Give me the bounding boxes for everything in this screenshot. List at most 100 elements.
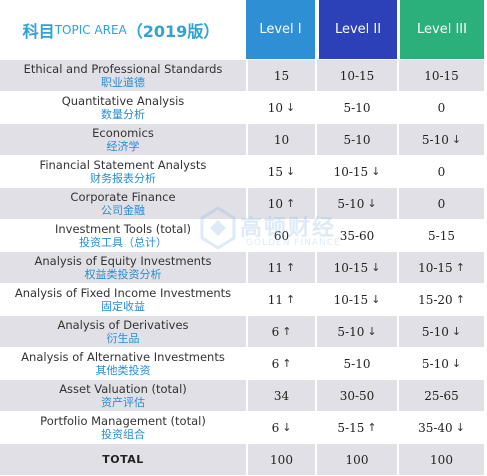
level-1-weight: 15 ↓ [248, 156, 315, 187]
topic-name-zh: 权益类投资分析 [84, 267, 162, 281]
topic-name-zh: 衍生品 [106, 331, 140, 345]
topic-cell: Analysis of Equity Investments 权益类投资分析 [0, 252, 246, 283]
level-3-weight: 0 [399, 188, 484, 219]
level-2-weight: 5-10 [317, 124, 397, 155]
weight-value: 5-10 [337, 324, 365, 339]
level-3-header: Level III [400, 0, 484, 59]
arrow-up-icon: ↑ [286, 293, 296, 306]
topic-name-zh: 投资工具（总计） [79, 235, 167, 249]
arrow-up-icon: ↑ [286, 261, 296, 274]
total-label-cell: TOTAL [0, 444, 246, 475]
topic-cell: Analysis of Derivatives 衍生品 [0, 316, 246, 347]
level-2-weight: 10-15 ↓ [317, 252, 397, 283]
arrow-down-icon: ↓ [451, 133, 462, 146]
table-row: Analysis of Equity Investments 权益类投资分析 11 ↑… [0, 252, 487, 284]
table-row: Corporate Finance 公司金融 10 ↑ 5-10 ↓ 0 [0, 188, 487, 220]
table-row: Analysis of Fixed Income Investments 固定收益… [0, 284, 487, 316]
topic-name-en: Investment Tools (total) [54, 221, 192, 236]
weight-value: 10 [267, 100, 284, 115]
topic-cell: Analysis of Fixed Income Investments 固定收益 [0, 284, 246, 315]
topic-name-en: Quantitative Analysis [61, 93, 185, 108]
table-row: Financial Statement Analysts 财务报表分析 15 ↓ 10-… [0, 156, 487, 188]
level-3-weight: 10-15 [399, 60, 484, 91]
level-2-weight: 30-50 [317, 380, 397, 411]
level-1-total: 100 [248, 444, 315, 475]
weight-value: 10-15 [333, 164, 369, 179]
weight-value: 10-15 [339, 68, 375, 83]
table-row: Portfolio Management (total) 投资组合 6 ↓ 5-15 ↑ 3… [0, 412, 487, 444]
table-row: Analysis of Derivatives 衍生品 6 ↑ 5-10 ↓ 5-10 ↓ [0, 316, 487, 348]
weight-value: 10-15 [333, 260, 369, 275]
weight-value: 5-10 [421, 132, 449, 147]
arrow-up-icon: ↑ [455, 293, 465, 306]
topic-name-en: Analysis of Equity Investments [34, 253, 212, 268]
weight-value: 10-15 [424, 68, 459, 83]
level-2-weight: 5-10 [317, 92, 397, 123]
weight-value: 15 [273, 68, 290, 83]
topic-name-zh: 财务报表分析 [90, 171, 156, 185]
arrow-down-icon: ↓ [282, 421, 292, 434]
level-3-total: 100 [399, 444, 484, 475]
topic-name-zh: 投资组合 [101, 427, 145, 441]
level-1-weight: 10 [248, 124, 315, 155]
topic-cell: Economics 经济学 [0, 124, 246, 155]
weight-value: 6 [271, 324, 280, 339]
topic-cell: Financial Statement Analysts 财务报表分析 [0, 156, 246, 187]
weight-value: 0 [437, 100, 446, 115]
arrow-up-icon: ↑ [367, 421, 377, 434]
level-1-weight: 10 ↓ [248, 92, 315, 123]
arrow-down-icon: ↓ [451, 357, 462, 370]
weight-value: 10-15 [418, 260, 453, 275]
topic-name-zh: 公司金融 [101, 203, 145, 217]
weight-value: 10-15 [333, 292, 369, 307]
weight-value: 6 [271, 356, 280, 371]
total-value: 100 [430, 452, 453, 467]
table-row: Analysis of Alternative Investments 其他类投资… [0, 348, 487, 380]
topic-name-en: Financial Statement Analysts [39, 157, 207, 172]
level-2-weight: 5-15 ↑ [317, 412, 397, 443]
arrow-down-icon: ↓ [455, 421, 465, 434]
arrow-down-icon: ↓ [286, 165, 296, 178]
weight-value: 10 [273, 132, 290, 147]
topic-header-zh: 科目 [22, 21, 55, 41]
topic-cell: Ethical and Professional Standards 职业道德 [0, 60, 246, 91]
weight-value: 5-10 [337, 196, 365, 211]
table-row: Economics 经济学 10 5-10 5-10 ↓ [0, 124, 487, 156]
topic-name-en: Ethical and Professional Standards [23, 61, 223, 76]
topic-name-en: Analysis of Fixed Income Investments [14, 285, 232, 300]
arrow-down-icon: ↓ [371, 165, 381, 178]
level-2-weight: 10-15 [317, 60, 397, 91]
level-3-weight: 5-10 ↓ [399, 124, 484, 155]
weight-value: 35-60 [339, 228, 375, 243]
topic-name-en: Analysis of Derivatives [57, 317, 189, 332]
level-1-weight: 6 ↓ [248, 412, 315, 443]
level-2-header: Level II [319, 0, 397, 59]
weight-value: 5-10 [343, 356, 371, 371]
topic-name-zh: 资产评估 [101, 395, 145, 409]
total-row: TOTAL 100 100 100 [0, 444, 487, 476]
arrow-up-icon: ↑ [455, 261, 465, 274]
table-row: Ethical and Professional Standards 职业道德 15… [0, 60, 487, 92]
table-row: Asset Valuation (total) 资产评估 34 30-50 25-65 [0, 380, 487, 412]
level-2-weight: 5-10 [317, 348, 397, 379]
table-header: 科目 TOPIC AREA （2019版） Level I Level II L… [0, 0, 487, 59]
arrow-down-icon: ↓ [286, 101, 296, 114]
arrow-down-icon: ↓ [367, 325, 377, 338]
topic-name-zh: 职业道德 [101, 75, 145, 89]
level-1-header: Level I [246, 0, 315, 59]
level-1-weight: 6 ↑ [248, 348, 315, 379]
topic-name-zh: 经济学 [106, 139, 140, 153]
level-2-weight: 5-10 ↓ [317, 316, 397, 347]
weight-value: 34 [273, 388, 290, 403]
weight-value: 10 [267, 196, 284, 211]
level-3-weight: 25-65 [399, 380, 484, 411]
weight-value: 11 [267, 292, 284, 307]
topic-cell: Asset Valuation (total) 资产评估 [0, 380, 246, 411]
arrow-down-icon: ↓ [451, 325, 462, 338]
topic-name-en: Analysis of Alternative Investments [21, 349, 225, 364]
topic-cell: Quantitative Analysis 数量分析 [0, 92, 246, 123]
topic-header-year: （2019版） [126, 21, 220, 41]
topic-cell: Investment Tools (total) 投资工具（总计） [0, 220, 246, 251]
level-1-weight: 11 ↑ [248, 252, 315, 283]
weight-value: 15 [267, 164, 284, 179]
